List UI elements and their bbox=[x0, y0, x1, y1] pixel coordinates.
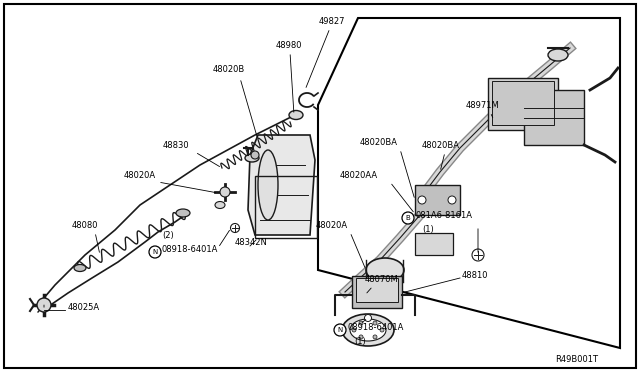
Text: R49B001T: R49B001T bbox=[555, 356, 598, 365]
Text: 48342N: 48342N bbox=[235, 238, 268, 247]
Circle shape bbox=[37, 298, 51, 312]
Circle shape bbox=[149, 246, 161, 258]
Circle shape bbox=[365, 314, 371, 321]
Circle shape bbox=[251, 151, 259, 159]
Ellipse shape bbox=[74, 264, 86, 272]
Ellipse shape bbox=[176, 209, 190, 217]
Bar bbox=[415, 233, 453, 255]
Ellipse shape bbox=[245, 154, 259, 162]
Text: (2): (2) bbox=[162, 231, 173, 240]
Circle shape bbox=[359, 335, 363, 339]
Circle shape bbox=[359, 321, 363, 325]
Text: 48080: 48080 bbox=[72, 221, 99, 230]
Text: (1): (1) bbox=[354, 337, 365, 346]
Bar bbox=[524, 90, 584, 145]
Circle shape bbox=[334, 324, 346, 336]
Bar bbox=[492, 81, 554, 125]
Text: 48020A: 48020A bbox=[316, 221, 348, 230]
Circle shape bbox=[230, 224, 239, 232]
Ellipse shape bbox=[342, 314, 394, 346]
Text: 48971M: 48971M bbox=[466, 101, 500, 110]
Ellipse shape bbox=[366, 258, 404, 282]
Circle shape bbox=[418, 196, 426, 204]
Circle shape bbox=[373, 335, 377, 339]
Text: 48020AA: 48020AA bbox=[340, 171, 378, 180]
Text: N: N bbox=[337, 327, 342, 333]
Bar bbox=[488, 78, 558, 130]
Ellipse shape bbox=[548, 49, 568, 61]
Text: 08918-6401A: 08918-6401A bbox=[162, 245, 218, 254]
Bar bbox=[356, 278, 398, 302]
Text: B: B bbox=[406, 215, 410, 221]
Ellipse shape bbox=[215, 202, 225, 208]
Polygon shape bbox=[248, 135, 315, 235]
Circle shape bbox=[352, 328, 356, 332]
Polygon shape bbox=[318, 18, 620, 348]
Circle shape bbox=[448, 196, 456, 204]
Text: N: N bbox=[152, 249, 157, 255]
Text: 48020BA: 48020BA bbox=[360, 138, 398, 147]
Text: 48830: 48830 bbox=[163, 141, 189, 150]
Bar bbox=[352, 276, 402, 308]
Ellipse shape bbox=[289, 110, 303, 119]
Text: 081A6-8161A: 081A6-8161A bbox=[415, 211, 472, 220]
Text: 48020BA: 48020BA bbox=[422, 141, 460, 150]
Text: 08918-6401A: 08918-6401A bbox=[347, 323, 403, 332]
Circle shape bbox=[402, 212, 414, 224]
Circle shape bbox=[373, 321, 377, 325]
Circle shape bbox=[380, 328, 384, 332]
Ellipse shape bbox=[350, 319, 386, 341]
Text: 48980: 48980 bbox=[276, 41, 303, 50]
Bar bbox=[255, 176, 317, 238]
Text: 48020A: 48020A bbox=[124, 171, 156, 180]
Circle shape bbox=[220, 187, 230, 197]
Bar bbox=[415, 185, 460, 215]
Text: 48025A: 48025A bbox=[68, 303, 100, 312]
Circle shape bbox=[472, 249, 484, 261]
Text: 48020B: 48020B bbox=[213, 65, 245, 74]
Text: 48070M: 48070M bbox=[365, 275, 399, 284]
Ellipse shape bbox=[258, 150, 278, 220]
Text: 49827: 49827 bbox=[319, 17, 346, 26]
Text: 48810: 48810 bbox=[462, 271, 488, 280]
Text: (1): (1) bbox=[422, 225, 434, 234]
